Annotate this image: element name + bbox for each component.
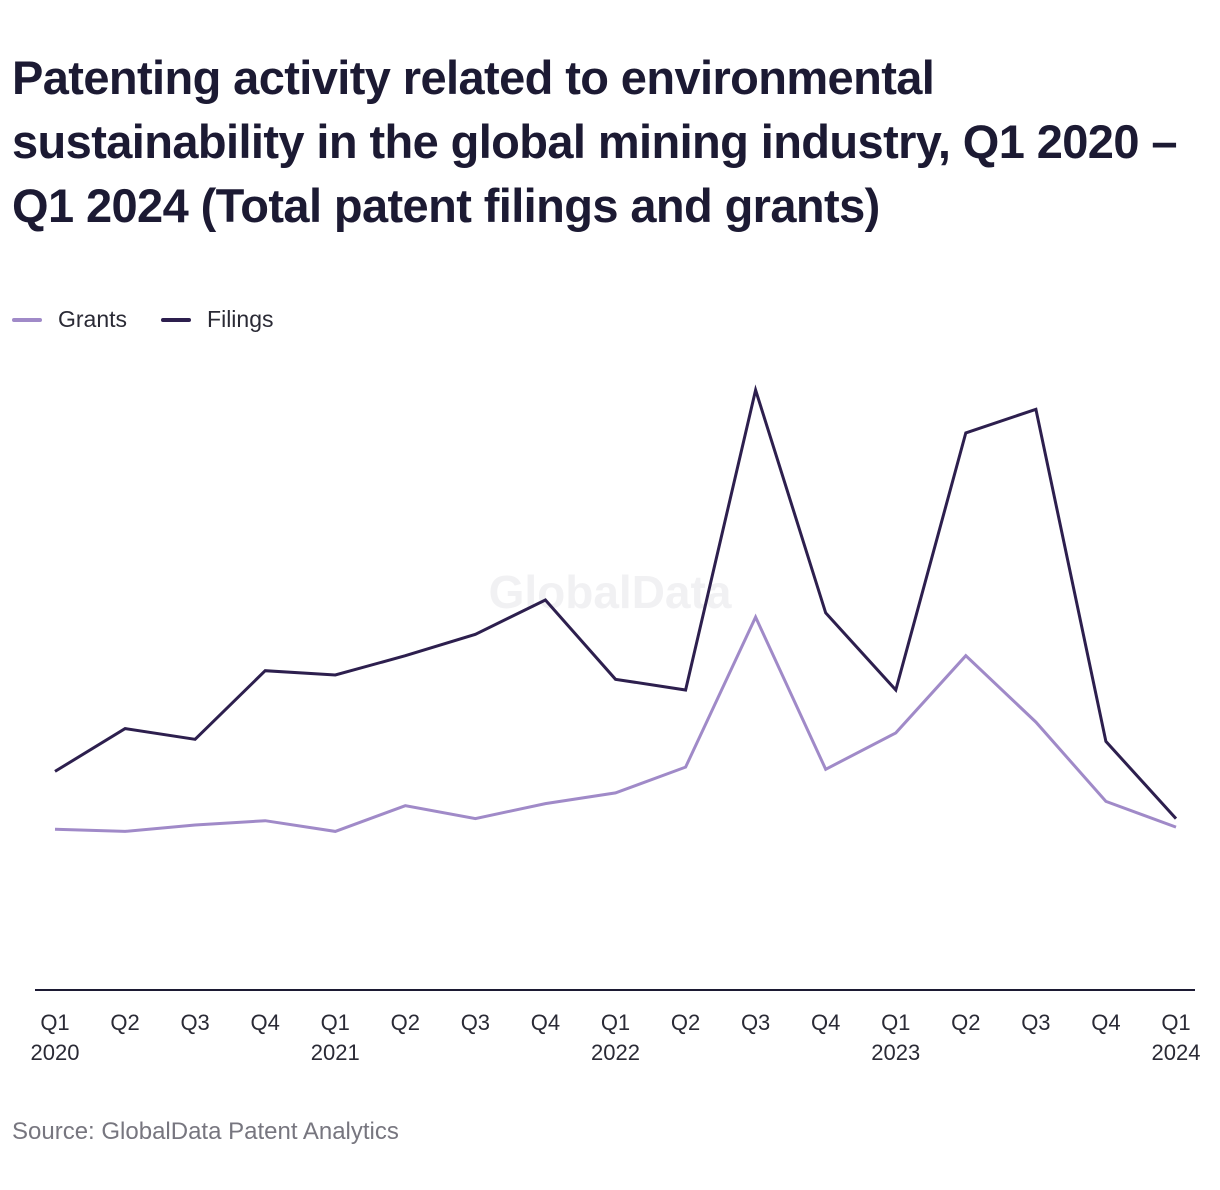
x-tick-label-quarter: Q3 (180, 1010, 209, 1035)
x-tick-label-quarter: Q1 (1161, 1010, 1190, 1035)
x-tick-label-quarter: Q4 (251, 1010, 280, 1035)
x-tick-label-quarter: Q4 (811, 1010, 840, 1035)
x-tick-label-quarter: Q1 (601, 1010, 630, 1035)
chart-legend: Grants Filings (12, 306, 308, 333)
x-tick-label-quarter: Q4 (1091, 1010, 1120, 1035)
x-tick-label-year: 2021 (311, 1040, 360, 1065)
x-tick-label-quarter: Q3 (741, 1010, 770, 1035)
chart-title: Patenting activity related to environmen… (12, 51, 1177, 232)
x-tick-label-quarter: Q1 (321, 1010, 350, 1035)
legend-label-grants: Grants (58, 306, 128, 332)
legend-item-grants: Grants (12, 306, 127, 333)
x-tick-label-quarter: Q1 (40, 1010, 69, 1035)
x-tick-label-quarter: Q2 (110, 1010, 139, 1035)
series-line-grants (54, 613, 1177, 833)
series-line-filings (54, 384, 1178, 820)
series-lines (54, 384, 1178, 833)
x-tick-label-year: 2020 (31, 1040, 80, 1065)
x-tick-label-quarter: Q3 (461, 1010, 490, 1035)
legend-label-filings: Filings (207, 306, 274, 332)
x-axis-ticks: Q1 2020 Q2 Q3 Q4 Q1 2021 Q2 Q3 Q4 Q1 2022 Q2 Q3 Q4 Q1 20… (31, 1010, 1201, 1065)
x-tick-label-quarter: Q3 (1021, 1010, 1050, 1035)
legend-swatch-filings (161, 317, 192, 322)
x-tick-label-quarter: Q1 (881, 1010, 910, 1035)
x-tick-label-quarter: Q2 (951, 1010, 980, 1035)
x-tick-label-year: 2023 (871, 1040, 920, 1065)
x-tick-label-quarter: Q4 (531, 1010, 560, 1035)
x-tick-label-quarter: Q2 (391, 1010, 420, 1035)
x-tick-label-year: 2022 (591, 1040, 640, 1065)
x-tick-label-quarter: Q2 (671, 1010, 700, 1035)
legend-item-filings: Filings (161, 306, 274, 333)
x-tick-label-year: 2024 (1152, 1040, 1201, 1065)
legend-swatch-grants (12, 317, 42, 322)
source-note: Source: GlobalData Patent Analytics (12, 1118, 399, 1145)
